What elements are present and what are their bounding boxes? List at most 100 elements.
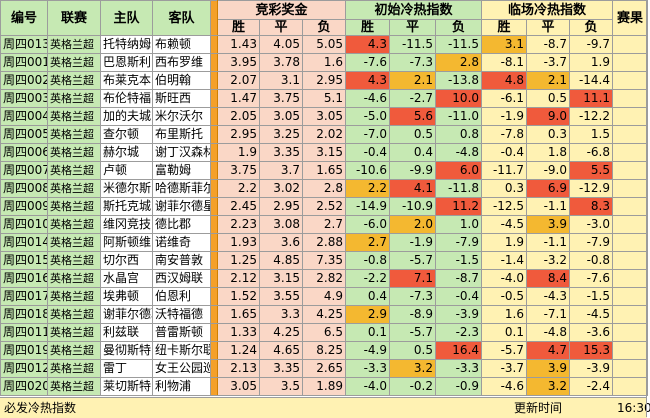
separator-bar — [210, 215, 218, 234]
jc-draw-cell: 2.95 — [259, 197, 303, 216]
result-cell — [612, 53, 649, 72]
live-draw-cell: 0.3 — [526, 125, 571, 144]
away-team-cell: 南安普敦 — [152, 251, 211, 270]
league-cell: 英格兰超 — [47, 359, 101, 378]
away-team-cell: 利物浦 — [152, 377, 211, 396]
col-header-result: 赛果 — [612, 0, 649, 36]
init-lose-cell: -2.3 — [435, 323, 483, 342]
table-row: 周四014 英格兰超 阿斯顿维 诺维奇 1.93 3.6 2.88 2.7 -1.9 -7.9 1.… — [0, 233, 649, 252]
away-team-cell: 谢菲尔德星 — [152, 197, 211, 216]
jc-win-cell: 1.24 — [217, 341, 260, 360]
jc-win-cell: 2.07 — [217, 71, 260, 90]
live-win-cell: -12.5 — [481, 197, 528, 216]
jc-win-cell: 1.9 — [217, 143, 260, 162]
live-win-cell: 0.1 — [481, 323, 528, 342]
league-cell: 英格兰超 — [47, 287, 101, 306]
init-draw-cell: 0.5 — [389, 125, 437, 144]
init-lose-cell: 2.8 — [435, 53, 483, 72]
league-cell: 英格兰超 — [47, 269, 101, 288]
separator-bar — [210, 53, 218, 72]
table-row: 周四005 英格兰超 查尔顿 布里斯托 2.95 3.25 2.02 -7.0 0.5 0.8 -7… — [0, 125, 649, 144]
jc-win-cell: 1.65 — [217, 305, 260, 324]
jc-lose-cell: 1.65 — [301, 161, 347, 180]
league-cell: 英格兰超 — [47, 125, 101, 144]
jc-lose-cell: 1.6 — [301, 53, 347, 72]
league-cell: 英格兰超 — [47, 323, 101, 342]
live-lose-cell: -14.4 — [569, 71, 614, 90]
jc-win-cell: 2.2 — [217, 179, 260, 198]
live-draw-cell: 3.9 — [526, 215, 571, 234]
init-draw-cell: 3.2 — [389, 359, 437, 378]
live-draw-cell: -4.3 — [526, 287, 571, 306]
away-team-cell: 布赖顿 — [152, 35, 211, 54]
init-lose-cell: -11.5 — [435, 35, 483, 54]
live-lose-cell: -3.6 — [569, 323, 614, 342]
table-row: 周四002 英格兰超 布莱克本 伯明翰 2.07 3.1 2.95 4.3 2.1 -13.8 4.… — [0, 71, 649, 90]
separator-bar — [210, 269, 218, 288]
league-cell: 英格兰超 — [47, 377, 101, 396]
init-win-cell: 2.9 — [345, 305, 391, 324]
live-draw-cell: -1.1 — [526, 197, 571, 216]
away-team-cell: 西汉姆联 — [152, 269, 211, 288]
live-draw-cell: 3.2 — [526, 377, 571, 396]
league-cell: 英格兰超 — [47, 161, 101, 180]
table-row: 周四018英格兰超谢菲尔德联沃特福德 1.653.34.252.9-8.9-3.9… — [0, 305, 649, 324]
league-cell: 英格兰超 — [47, 89, 101, 108]
home-team-cell: 查尔顿 — [100, 125, 153, 144]
init-draw-cell: -11.5 — [389, 35, 437, 54]
live-win-cell: -11.7 — [481, 161, 528, 180]
table-row: 周四013 英格兰超 托特纳姆 布赖顿 1.43 4.05 5.05 4.3 -11.5 -11.… — [0, 35, 649, 54]
match-id-cell: 周四020 — [0, 377, 48, 396]
init-draw-cell: -1.9 — [389, 233, 437, 252]
init-lose-cell: -8.7 — [435, 269, 483, 288]
league-cell: 英格兰超 — [47, 179, 101, 198]
match-id-cell: 周四001 — [0, 53, 48, 72]
live-draw-header: 平 — [526, 19, 571, 36]
col-header-home: 主队 — [100, 0, 153, 36]
init-draw-cell: 7.1 — [389, 269, 437, 288]
separator-bar — [210, 89, 218, 108]
live-lose-cell: -3.9 — [569, 359, 614, 378]
live-win-cell: -4.6 — [481, 377, 528, 396]
separator-bar — [210, 377, 218, 396]
jc-win-cell: 1.47 — [217, 89, 260, 108]
separator-bar — [210, 323, 218, 342]
init-win-cell: -0.4 — [345, 143, 391, 162]
home-team-cell: 利兹联 — [100, 323, 153, 342]
jc-lose-cell: 2.65 — [301, 359, 347, 378]
live-win-cell: -1.4 — [481, 251, 528, 270]
result-cell — [612, 161, 649, 180]
status-footer: 必发冷热指数 更新时间 16:30 — [0, 397, 650, 418]
table-row: 周四010 英格兰超 维冈竞技 德比郡 2.23 3.08 2.7 -6.0 2.0 1.0 -4.… — [0, 215, 649, 234]
live-lose-cell: 8.3 — [569, 197, 614, 216]
jc-lose-cell: 5.05 — [301, 35, 347, 54]
jc-lose-cell: 2.82 — [301, 269, 347, 288]
init-win-cell: -4.9 — [345, 341, 391, 360]
result-cell — [612, 179, 649, 198]
init-lose-cell: 11.2 — [435, 197, 483, 216]
home-team-cell: 莱切斯特 — [100, 377, 153, 396]
home-team-cell: 水晶宫 — [100, 269, 153, 288]
jc-lose-cell: 6.5 — [301, 323, 347, 342]
live-draw-cell: 9.0 — [526, 107, 571, 126]
table-row: 周四020 英格兰超 莱切斯特 利物浦 3.05 3.5 1.89 -4.0 -0.2 -0.9-… — [0, 377, 649, 396]
jc-draw-cell: 3.05 — [259, 107, 303, 126]
away-team-cell: 富勒姆 — [152, 161, 211, 180]
jc-lose-cell: 5.1 — [301, 89, 347, 108]
header-row-2: 胜 平 负 胜 平 负 胜 平 负 — [1, 19, 648, 36]
init-lose-cell: 6.0 — [435, 161, 483, 180]
live-lose-cell: -6.8 — [569, 143, 614, 162]
live-lose-cell: -12.2 — [569, 107, 614, 126]
jc-draw-cell: 3.08 — [259, 215, 303, 234]
init-win-cell: -4.0 — [345, 377, 391, 396]
init-draw-cell: 0.4 — [389, 143, 437, 162]
live-draw-cell: -4.8 — [526, 323, 571, 342]
init-lose-cell: -11.0 — [435, 107, 483, 126]
away-team-cell: 哈德斯菲尔 — [152, 179, 211, 198]
table-row: 周四006 英格兰超 赫尔城 谢丁汉森林 1.9 3.35 3.15 -0.4 0.4 -4.8-… — [0, 143, 649, 162]
init-win-cell: 2.7 — [345, 233, 391, 252]
away-team-cell: 沃特福德 — [152, 305, 211, 324]
match-id-cell: 周四016 — [0, 269, 48, 288]
live-lose-cell: 1.9 — [569, 53, 614, 72]
match-id-cell: 周四017 — [0, 287, 48, 306]
